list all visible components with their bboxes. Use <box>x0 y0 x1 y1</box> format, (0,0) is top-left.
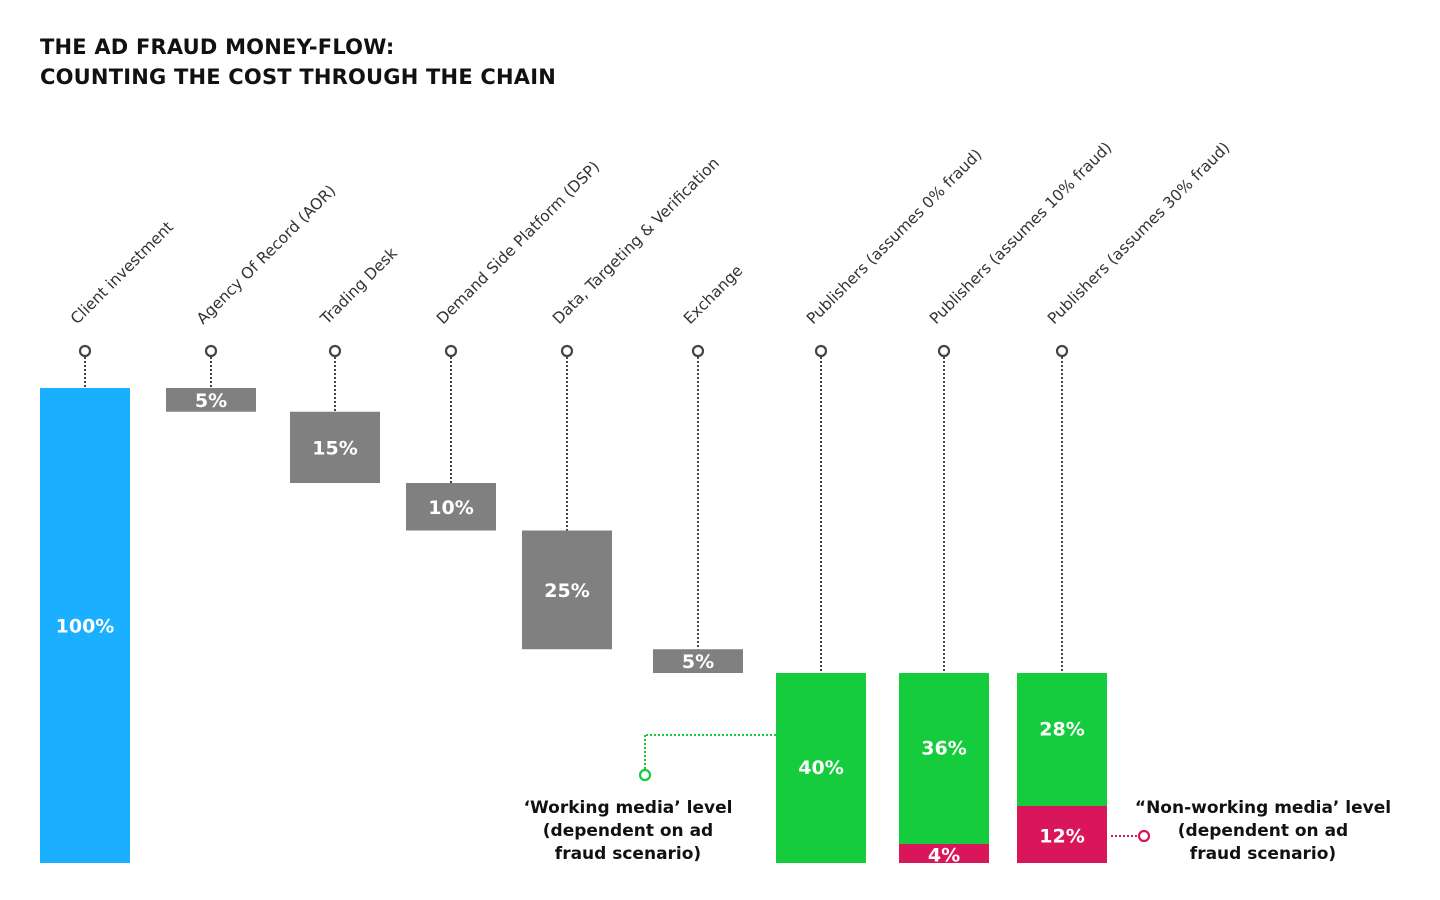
bar-layer: 100% 5% 15% 10% 25% 5% 40% 4% 36% 12% 28% <box>40 388 1107 867</box>
working-media-note-line-1: ‘Working media’ level <box>523 798 733 818</box>
value-label-publishers-assumes-30-fraud-fraud: 12% <box>1039 826 1084 848</box>
stage-marker-publishers-assumes-30-fraud <box>1055 344 1069 358</box>
non-working-media-marker <box>1137 829 1151 843</box>
stage-marker-exchange <box>691 344 705 358</box>
value-label-data-targeting-verification: 25% <box>544 580 589 602</box>
stage-label-client-investment: Client investment <box>67 218 177 328</box>
value-label-trading-desk: 15% <box>312 437 357 459</box>
value-label-demand-side-platform-dsp: 10% <box>428 497 473 519</box>
working-media-marker <box>638 768 652 782</box>
bar-data-targeting-verification <box>522 530 612 650</box>
stage-marker-demand-side-platform-dsp <box>444 344 458 358</box>
bar-publishers-assumes-30-fraud-working <box>1017 673 1107 806</box>
bar-demand-side-platform-dsp <box>406 483 496 531</box>
chart-title: THE AD FRAUD MONEY-FLOW: COUNTING THE CO… <box>40 32 556 92</box>
bar-agency-of-record-aor <box>166 388 256 412</box>
chart-title-line-2: COUNTING THE COST THROUGH THE CHAIN <box>40 65 557 89</box>
bar-publishers-assumes-10-fraud-fraud <box>899 844 989 863</box>
non-working-media-note-line-3: fraud scenario) <box>1189 844 1337 864</box>
value-label-agency-of-record-aor: 5% <box>195 390 227 412</box>
value-label-publishers-assumes-10-fraud-fraud: 4% <box>928 845 960 867</box>
non-working-media-note: “Non-working media’ level (dependent on … <box>1118 797 1408 866</box>
stage-marker-client-investment <box>78 344 92 358</box>
stage-label-trading-desk: Trading Desk <box>316 244 400 328</box>
stage-label-exchange: Exchange <box>680 262 746 328</box>
value-label-publishers-assumes-10-fraud-working: 36% <box>921 738 966 760</box>
value-label-exchange: 5% <box>682 651 714 673</box>
stage-marker-trading-desk <box>328 344 342 358</box>
stage-label-publishers-assumes-30-fraud: Publishers (assumes 30% fraud) <box>1044 139 1233 328</box>
working-media-note: ‘Working media’ level (dependent on ad f… <box>488 797 768 866</box>
stage-marker-data-targeting-verification <box>560 344 574 358</box>
bar-publishers-assumes-30-fraud-fraud <box>1017 806 1107 863</box>
working-media-note-line-3: fraud scenario) <box>554 844 702 864</box>
bar-client-investment <box>40 388 130 863</box>
stage-marker-publishers-assumes-0-fraud <box>814 344 828 358</box>
bar-exchange <box>653 649 743 673</box>
stage-marker-agency-of-record-aor <box>204 344 218 358</box>
bar-publishers-assumes-10-fraud-working <box>899 673 989 844</box>
bar-trading-desk <box>290 411 380 483</box>
chart-title-line-1: THE AD FRAUD MONEY-FLOW: <box>40 35 395 59</box>
stage-marker-publishers-assumes-10-fraud <box>937 344 951 358</box>
value-label-publishers-assumes-0-fraud-working: 40% <box>798 757 843 779</box>
value-label-publishers-assumes-30-fraud-working: 28% <box>1039 719 1084 741</box>
working-media-note-line-2: (dependent on ad <box>542 821 714 841</box>
connector-layer <box>78 344 1069 673</box>
value-label-client-investment: 100% <box>56 616 115 638</box>
non-working-media-note-line-2: (dependent on ad <box>1177 821 1349 841</box>
non-working-media-note-line-1: “Non-working media’ level <box>1134 798 1392 818</box>
bar-publishers-assumes-0-fraud-working <box>776 673 866 863</box>
stage-label-agency-of-record-aor: Agency Of Record (AOR) <box>193 182 339 328</box>
